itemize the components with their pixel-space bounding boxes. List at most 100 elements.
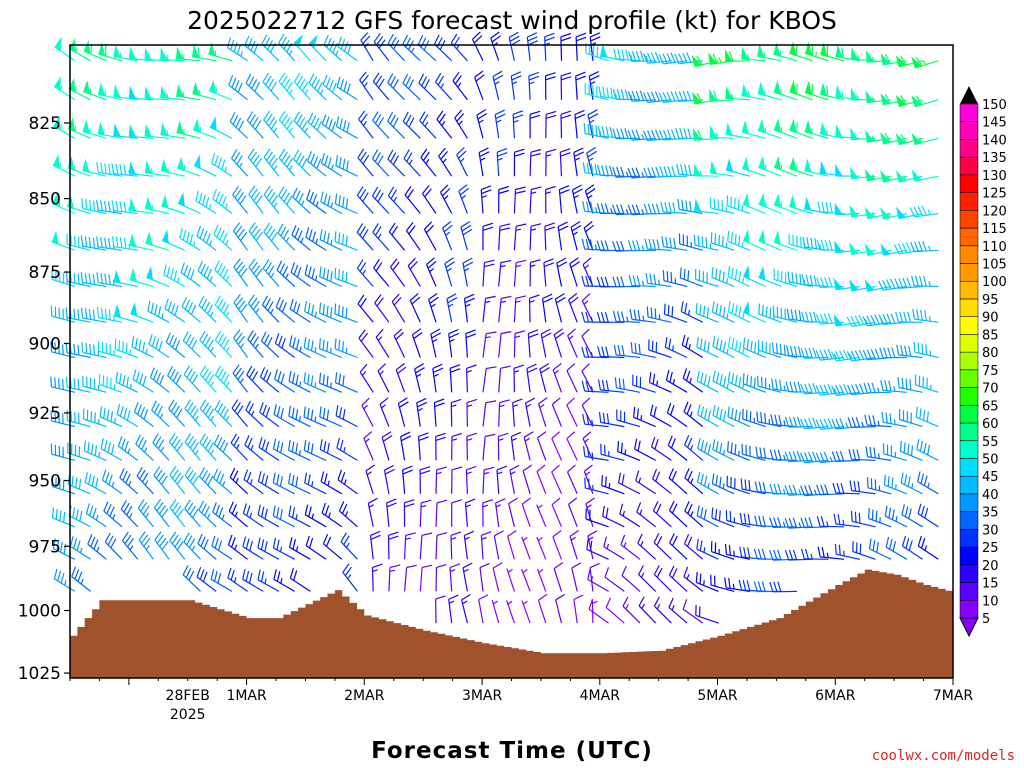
wind-barb bbox=[725, 510, 751, 528]
wind-barb bbox=[210, 568, 233, 592]
wind-barb bbox=[682, 368, 704, 393]
wind-barb bbox=[419, 111, 437, 139]
wind-barb bbox=[319, 229, 343, 251]
wind-barb bbox=[435, 466, 447, 494]
colorbar-swatch bbox=[959, 139, 979, 158]
wind-barb bbox=[635, 470, 657, 495]
wind-barb bbox=[80, 272, 107, 288]
wind-barb bbox=[551, 464, 563, 495]
wind-barb bbox=[176, 120, 201, 139]
wind-barb bbox=[257, 537, 280, 560]
wind-barb bbox=[513, 364, 525, 393]
wind-barb bbox=[419, 532, 433, 560]
colorbar-label: 60 bbox=[982, 417, 999, 432]
wind-barb bbox=[852, 541, 876, 560]
wind-barb bbox=[96, 199, 123, 215]
wind-barb bbox=[652, 468, 672, 495]
wind-barb bbox=[846, 349, 876, 362]
wind-barb bbox=[288, 439, 311, 461]
wind-barb bbox=[573, 594, 584, 624]
wind-barb bbox=[387, 73, 406, 101]
wind-barb bbox=[668, 500, 688, 528]
wind-barb bbox=[742, 192, 766, 215]
wind-barb bbox=[586, 146, 598, 177]
wind-barb bbox=[478, 147, 490, 177]
wind-barb bbox=[288, 405, 311, 428]
wind-barb bbox=[789, 80, 813, 101]
wind-barb bbox=[227, 534, 248, 560]
wind-barb bbox=[899, 409, 923, 428]
wind-barb bbox=[214, 365, 233, 393]
wind-barb bbox=[82, 408, 107, 428]
wind-barb bbox=[365, 464, 375, 494]
wind-barb bbox=[621, 565, 641, 592]
wind-barb bbox=[727, 301, 751, 323]
wind-barb bbox=[570, 221, 582, 251]
wind-barb bbox=[306, 189, 327, 214]
wind-barb bbox=[581, 238, 609, 251]
wind-barb bbox=[98, 42, 123, 62]
wind-barb bbox=[884, 505, 908, 528]
wind-barb bbox=[433, 398, 445, 427]
wind-barb bbox=[819, 121, 845, 139]
wind-barb bbox=[695, 571, 719, 592]
wind-barb bbox=[319, 302, 343, 323]
wind-barb bbox=[537, 431, 547, 461]
colorbar-label: 80 bbox=[982, 346, 999, 361]
wind-barb bbox=[498, 399, 510, 427]
wind-barb bbox=[320, 191, 343, 215]
colorbar-swatch bbox=[959, 529, 979, 548]
wind-barb bbox=[742, 373, 766, 393]
wind-barb bbox=[334, 193, 358, 215]
wind-barb bbox=[263, 110, 280, 139]
wind-barb bbox=[773, 118, 798, 139]
wind-barb bbox=[895, 206, 923, 220]
colorbar-swatch bbox=[959, 227, 979, 247]
wind-barb bbox=[727, 266, 751, 288]
wind-barb bbox=[303, 406, 327, 428]
wind-barb bbox=[257, 504, 280, 528]
wind-barb bbox=[122, 531, 139, 560]
colorbar-label: 140 bbox=[982, 133, 1007, 148]
wind-barb bbox=[278, 33, 296, 62]
wind-barb bbox=[197, 261, 217, 287]
colorbar-swatch bbox=[959, 493, 979, 512]
wind-barb bbox=[816, 516, 845, 528]
wind-barb bbox=[669, 533, 688, 560]
wind-barb bbox=[551, 497, 563, 528]
x-axis-label: Forecast Time (UTC) bbox=[371, 738, 653, 764]
wind-barb bbox=[800, 347, 829, 359]
wind-barb bbox=[847, 417, 876, 428]
wind-barb bbox=[800, 451, 829, 464]
wind-barb bbox=[263, 148, 280, 177]
wind-barb bbox=[552, 530, 563, 560]
wind-barb bbox=[369, 530, 381, 560]
colorbar-swatch bbox=[959, 263, 979, 282]
wind-barb bbox=[181, 296, 201, 323]
x-axis: 28FEB 2025 1MAR 2MAR 3MAR 4MAR 5MAR 6MAR 7MAR bbox=[69, 678, 973, 723]
wind-barb bbox=[177, 156, 201, 177]
wind-barb bbox=[390, 258, 406, 287]
wind-barb bbox=[612, 310, 641, 323]
colorbar-label: 125 bbox=[982, 187, 1007, 202]
x-tick-sublabel: 2025 bbox=[170, 707, 206, 723]
wind-barb bbox=[85, 503, 107, 528]
wind-barb bbox=[864, 206, 892, 220]
wind-barb bbox=[358, 329, 374, 358]
wind-barb bbox=[374, 294, 390, 323]
wind-barb bbox=[277, 223, 296, 251]
wind-barb bbox=[113, 44, 138, 62]
wind-barb bbox=[480, 531, 492, 560]
wind-barb bbox=[402, 73, 421, 101]
wind-barb bbox=[660, 201, 688, 215]
wind-barb bbox=[727, 406, 751, 428]
wind-barb bbox=[885, 536, 908, 560]
wind-barb bbox=[741, 120, 766, 139]
wind-barb bbox=[245, 400, 264, 428]
wind-barb bbox=[586, 538, 609, 560]
colorbar-swatch bbox=[959, 103, 979, 122]
wind-barb bbox=[482, 400, 497, 427]
wind-barb bbox=[273, 569, 295, 592]
wind-barb bbox=[289, 299, 311, 323]
wind-barb bbox=[289, 568, 311, 592]
